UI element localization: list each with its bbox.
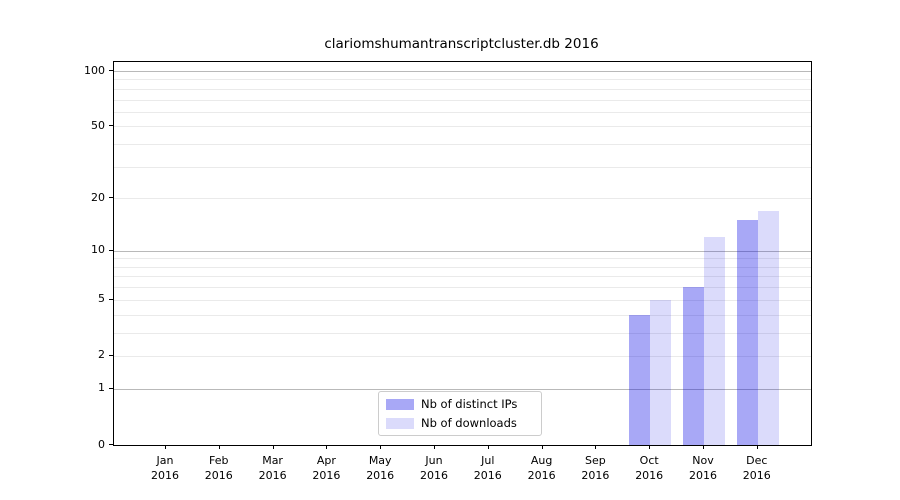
legend-swatch-downloads <box>386 417 414 429</box>
minor-gridline <box>114 79 811 81</box>
x-tick-mark <box>165 445 166 449</box>
minor-gridline <box>114 332 811 334</box>
x-tick-label: Jul 2016 <box>473 454 502 482</box>
legend-item-downloads: Nb of downloads <box>386 416 541 430</box>
bar-distinct-ips <box>629 314 651 445</box>
y-tick-mark <box>109 197 113 199</box>
minor-gridline <box>114 355 811 357</box>
bar-distinct-ips <box>736 220 758 445</box>
minor-gridline <box>114 258 811 260</box>
y-tick-label: 5 <box>98 292 105 306</box>
x-tick-label: Dec 2016 <box>742 454 771 482</box>
y-tick-label: 20 <box>91 190 105 204</box>
minor-gridline <box>114 88 811 90</box>
major-gridline <box>114 71 811 72</box>
x-tick-mark <box>703 445 704 449</box>
minor-gridline <box>114 314 811 316</box>
bar-downloads <box>704 237 725 445</box>
x-tick-label: May 2016 <box>366 454 395 482</box>
legend-label-downloads: Nb of downloads <box>421 416 517 430</box>
y-tick-mark <box>109 70 113 71</box>
x-tick-mark <box>326 445 328 449</box>
x-tick-mark <box>649 445 651 449</box>
minor-gridline <box>114 126 811 128</box>
major-gridline <box>114 388 811 390</box>
x-tick-mark <box>380 445 382 449</box>
y-tick-mark <box>109 125 113 127</box>
x-tick-label: Mar 2016 <box>258 454 287 482</box>
x-tick-mark <box>756 445 758 449</box>
y-tick-mark <box>109 298 113 300</box>
x-tick-label: Aug 2016 <box>527 454 556 482</box>
x-tick-mark <box>541 445 543 449</box>
bar-downloads <box>757 210 779 445</box>
y-tick-mark <box>109 354 113 356</box>
legend-label-distinct-ips: Nb of distinct IPs <box>421 397 518 411</box>
x-tick-mark <box>272 445 274 449</box>
y-tick-label: 1 <box>98 381 105 395</box>
x-tick-label: Nov 2016 <box>689 454 717 482</box>
x-tick-mark <box>218 445 220 449</box>
y-tick-label: 10 <box>91 243 105 257</box>
y-tick-label: 50 <box>91 118 105 132</box>
y-tick-mark <box>109 387 113 389</box>
x-tick-mark <box>434 445 435 449</box>
x-tick-label: Feb 2016 <box>204 454 233 482</box>
minor-gridline <box>114 287 811 289</box>
minor-gridline <box>114 166 811 168</box>
x-tick-label: Oct 2016 <box>635 454 664 482</box>
minor-gridline <box>114 266 811 268</box>
y-tick-label: 2 <box>98 348 105 362</box>
x-tick-label: Sep 2016 <box>581 454 610 482</box>
y-tick-mark <box>109 444 113 445</box>
chart-title: clariomshumantranscriptcluster.db 2016 <box>324 36 599 52</box>
minor-gridline <box>114 198 811 200</box>
y-tick-label: 100 <box>84 63 105 77</box>
plot-area <box>113 61 812 446</box>
x-tick-label: Jan 2016 <box>151 454 179 482</box>
x-tick-mark <box>487 445 489 449</box>
y-tick-mark <box>109 249 113 251</box>
minor-gridline <box>114 111 811 113</box>
y-tick-label: 0 <box>98 437 105 451</box>
legend: Nb of distinct IPs Nb of downloads <box>378 391 542 436</box>
bar-downloads <box>650 299 672 445</box>
x-tick-mark <box>595 445 597 449</box>
x-tick-label: Apr 2016 <box>312 454 341 482</box>
minor-gridline <box>114 299 811 301</box>
legend-swatch-distinct-ips <box>386 398 414 410</box>
x-tick-label: Jun 2016 <box>420 454 448 482</box>
bar-distinct-ips <box>683 287 704 445</box>
minor-gridline <box>114 276 811 278</box>
major-gridline <box>114 250 811 252</box>
legend-item-distinct-ips: Nb of distinct IPs <box>386 397 541 411</box>
minor-gridline <box>114 99 811 101</box>
minor-gridline <box>114 144 811 146</box>
